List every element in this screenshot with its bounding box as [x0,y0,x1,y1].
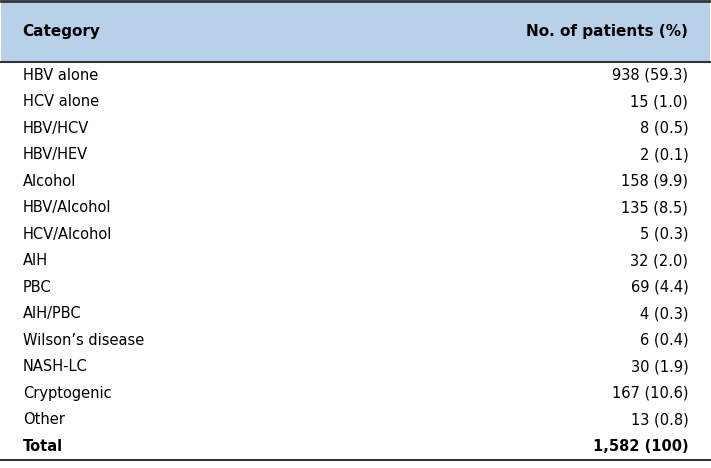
Text: 69 (4.4): 69 (4.4) [631,280,688,295]
Text: HBV/Alcohol: HBV/Alcohol [23,200,111,215]
Text: 13 (0.8): 13 (0.8) [631,412,688,427]
Text: 2 (0.1): 2 (0.1) [640,147,688,162]
Text: No. of patients (%): No. of patients (%) [526,24,688,39]
Text: Other: Other [23,412,65,427]
Text: 1,582 (100): 1,582 (100) [593,439,688,454]
Text: HCV/Alcohol: HCV/Alcohol [23,227,112,242]
Text: HCV alone: HCV alone [23,94,99,109]
Text: 15 (1.0): 15 (1.0) [631,94,688,109]
Text: 5 (0.3): 5 (0.3) [640,227,688,242]
Text: 32 (2.0): 32 (2.0) [631,253,688,268]
Text: 4 (0.3): 4 (0.3) [640,306,688,322]
Text: Wilson’s disease: Wilson’s disease [23,333,144,348]
Text: Category: Category [23,24,100,39]
Text: 135 (8.5): 135 (8.5) [621,200,688,215]
Text: NASH-LC: NASH-LC [23,359,87,374]
FancyBboxPatch shape [1,1,710,62]
Text: Alcohol: Alcohol [23,174,76,189]
Text: HBV/HEV: HBV/HEV [23,147,87,162]
Text: Cryptogenic: Cryptogenic [23,386,111,401]
Text: AIH: AIH [23,253,48,268]
Text: 6 (0.4): 6 (0.4) [640,333,688,348]
Text: 938 (59.3): 938 (59.3) [612,68,688,83]
Text: 8 (0.5): 8 (0.5) [640,121,688,136]
Text: HBV alone: HBV alone [23,68,98,83]
Text: AIH/PBC: AIH/PBC [23,306,81,322]
Text: HBV/HCV: HBV/HCV [23,121,89,136]
Text: Total: Total [23,439,63,454]
Text: 167 (10.6): 167 (10.6) [612,386,688,401]
Text: 30 (1.9): 30 (1.9) [631,359,688,374]
Text: PBC: PBC [23,280,51,295]
Text: 158 (9.9): 158 (9.9) [621,174,688,189]
